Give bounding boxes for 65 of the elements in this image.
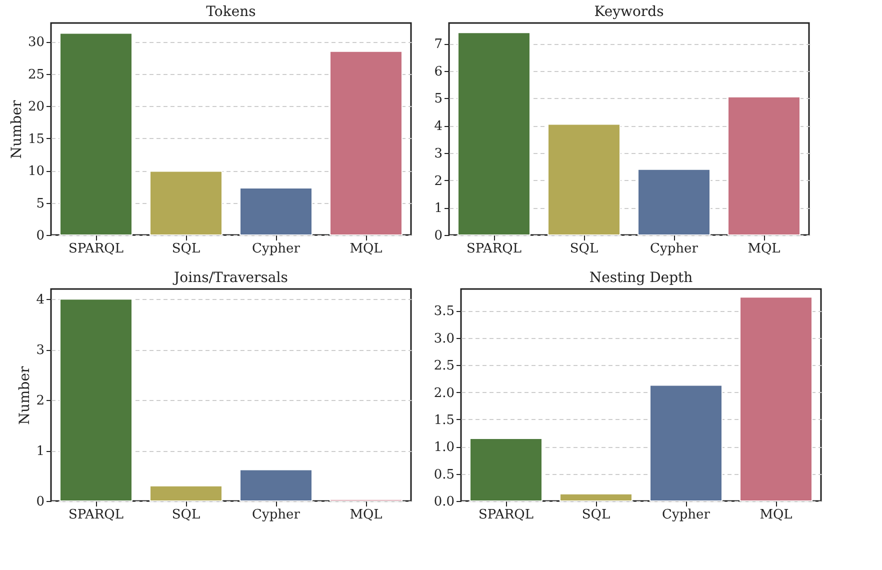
x-tick-label: MQL <box>350 508 383 522</box>
bar <box>728 96 800 236</box>
bar <box>650 384 722 502</box>
y-tick-label: 1.0 <box>434 440 454 456</box>
y-tick-label: 1 <box>36 444 44 460</box>
y-tick-label: 10 <box>28 164 44 180</box>
y-tick-label: 0 <box>36 494 44 510</box>
y-tick-label: 30 <box>28 35 44 50</box>
y-tick-label: 5 <box>36 196 44 212</box>
bar <box>150 170 222 236</box>
x-tick-label: SQL <box>570 242 598 256</box>
chart-title: Tokens <box>206 4 256 20</box>
x-tick-label: MQL <box>760 508 793 522</box>
bar <box>240 187 312 236</box>
y-tick-label: 4 <box>36 292 44 308</box>
x-tick-label: Cypher <box>662 508 711 522</box>
y-tick-label: 0.5 <box>434 467 454 482</box>
x-tick-label: SQL <box>172 508 200 522</box>
x-tick-label: SQL <box>172 242 200 256</box>
y-tick-label: 1 <box>434 201 442 216</box>
bar <box>560 493 632 502</box>
x-tick-label: MQL <box>748 242 781 256</box>
bar <box>150 485 222 502</box>
y-tick-label: 2 <box>434 174 442 189</box>
y-tick-label: 25 <box>28 67 44 82</box>
bar <box>330 50 402 236</box>
y-axis-title: Number <box>8 100 25 159</box>
y-tick-label: 20 <box>28 100 44 115</box>
bar <box>60 32 132 236</box>
bar <box>548 124 620 236</box>
y-tick-label: 7 <box>434 37 442 52</box>
x-tick-label: Cypher <box>650 242 699 256</box>
chart-title: Nesting Depth <box>589 270 693 286</box>
bar <box>470 438 542 502</box>
chart-title: Keywords <box>594 4 664 20</box>
y-tick-label: 3 <box>36 343 44 358</box>
y-tick-label: 0.0 <box>434 494 454 510</box>
y-tick-label: 3 <box>434 146 442 162</box>
bar <box>240 469 312 502</box>
y-tick-label: 2.5 <box>434 358 454 374</box>
y-tick-label: 3.5 <box>434 304 454 320</box>
y-tick-label: 0 <box>434 228 442 244</box>
y-tick-label: 4 <box>434 119 442 134</box>
y-tick-label: 3.0 <box>434 331 454 346</box>
x-tick-label: SQL <box>582 508 610 522</box>
bar <box>60 298 132 502</box>
chart-title: Joins/Traversals <box>172 270 288 286</box>
x-tick-label: SPARQL <box>478 508 534 522</box>
y-tick-label: 15 <box>28 132 44 147</box>
x-tick-label: Cypher <box>252 508 301 522</box>
y-tick-label: 1.5 <box>434 412 454 428</box>
y-tick-label: 6 <box>434 64 442 80</box>
x-tick-label: SPARQL <box>68 508 124 522</box>
y-axis-title: Number <box>17 366 34 425</box>
y-tick-label: 0 <box>36 228 44 244</box>
y-tick-label: 5 <box>434 92 442 107</box>
bar <box>458 32 530 236</box>
x-tick-label: SPARQL <box>68 242 124 256</box>
x-tick-label: Cypher <box>252 242 301 256</box>
x-tick-label: SPARQL <box>466 242 522 256</box>
y-tick-label: 2 <box>36 394 44 409</box>
x-tick-label: MQL <box>350 242 383 256</box>
bar <box>638 168 710 236</box>
bar <box>740 296 812 502</box>
y-tick-label: 2.0 <box>434 386 454 401</box>
